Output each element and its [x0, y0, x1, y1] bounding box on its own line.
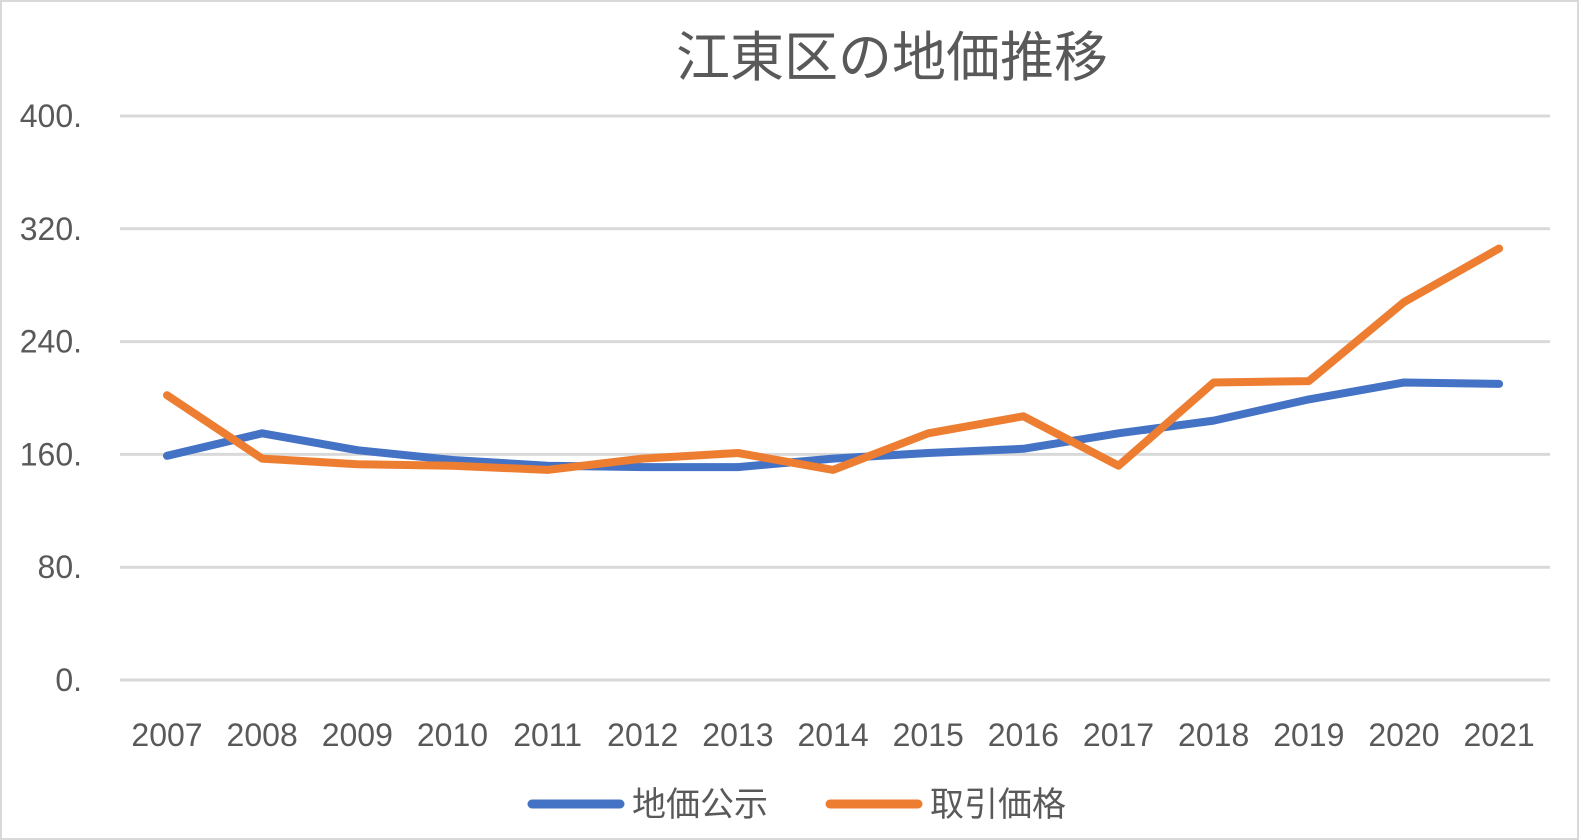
legend-label-2: 取引価格: [930, 785, 1066, 825]
x-tick-label: 2016: [988, 717, 1059, 753]
y-axis-ticks: 0. 80. 160. 240. 320. 400.: [20, 98, 82, 698]
y-tick-label: 240.: [20, 324, 82, 360]
chart-title: 江東区の地価推移: [676, 26, 1108, 89]
grid-lines: [120, 114, 1550, 682]
series-line-2: [163, 244, 1504, 474]
legend-label-1: 地価公示: [632, 785, 768, 825]
y-tick-label: 160.: [20, 436, 82, 472]
legend: 地価公示 取引価格: [527, 785, 1066, 825]
x-tick-label: 2019: [1273, 717, 1344, 753]
x-tick-label: 2018: [1178, 717, 1249, 753]
x-tick-label: 2009: [322, 717, 393, 753]
x-tick-label: 2015: [893, 717, 964, 753]
x-tick-label: 2011: [513, 717, 582, 753]
y-tick-label: 80.: [38, 549, 82, 585]
x-tick-label: 2010: [417, 717, 488, 753]
x-tick-label: 2021: [1464, 717, 1535, 753]
x-tick-label: 2012: [607, 717, 678, 753]
x-tick-label: 2014: [797, 717, 868, 753]
series-line-1: [163, 378, 1504, 472]
y-tick-label: 0.: [55, 662, 82, 698]
x-tick-label: 2017: [1083, 717, 1154, 753]
y-tick-label: 400.: [20, 98, 82, 134]
x-tick-label: 2008: [227, 717, 298, 753]
series-lines: [163, 244, 1504, 474]
x-tick-label: 2013: [702, 717, 773, 753]
x-tick-label: 2007: [131, 717, 202, 753]
x-axis-ticks: 2007 2008 2009 2010 2011 2012 2013 2014 2015 2016…: [131, 717, 1534, 753]
y-tick-label: 320.: [20, 211, 82, 247]
x-tick-label: 2020: [1368, 717, 1439, 753]
